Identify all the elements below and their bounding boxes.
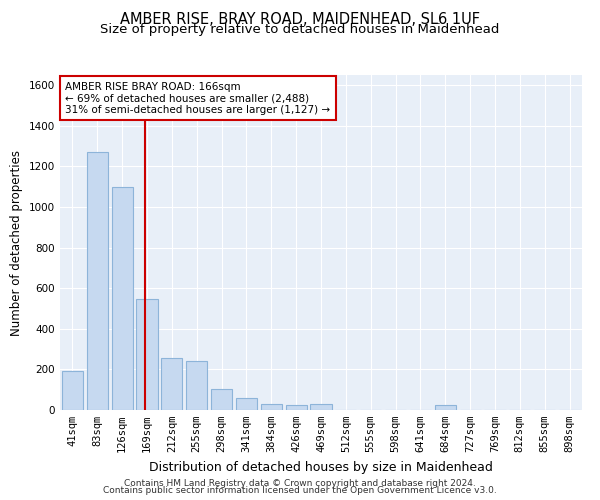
Bar bbox=[112, 186, 133, 410]
Text: Contains HM Land Registry data © Crown copyright and database right 2024.: Contains HM Land Registry data © Crown c… bbox=[124, 478, 476, 488]
Bar bbox=[62, 372, 83, 410]
Bar bbox=[286, 405, 307, 410]
Bar bbox=[161, 358, 182, 410]
X-axis label: Distribution of detached houses by size in Maidenhead: Distribution of detached houses by size … bbox=[149, 460, 493, 473]
Bar bbox=[87, 152, 108, 410]
Text: AMBER RISE BRAY ROAD: 166sqm
← 69% of detached houses are smaller (2,488)
31% of: AMBER RISE BRAY ROAD: 166sqm ← 69% of de… bbox=[65, 82, 331, 115]
Text: Contains public sector information licensed under the Open Government Licence v3: Contains public sector information licen… bbox=[103, 486, 497, 495]
Bar bbox=[186, 362, 207, 410]
Bar bbox=[261, 404, 282, 410]
Y-axis label: Number of detached properties: Number of detached properties bbox=[10, 150, 23, 336]
Bar bbox=[211, 388, 232, 410]
Text: Size of property relative to detached houses in Maidenhead: Size of property relative to detached ho… bbox=[100, 22, 500, 36]
Bar bbox=[310, 404, 332, 410]
Bar bbox=[136, 300, 158, 410]
Bar bbox=[236, 398, 257, 410]
Text: AMBER RISE, BRAY ROAD, MAIDENHEAD, SL6 1UF: AMBER RISE, BRAY ROAD, MAIDENHEAD, SL6 1… bbox=[120, 12, 480, 28]
Bar bbox=[435, 405, 456, 410]
